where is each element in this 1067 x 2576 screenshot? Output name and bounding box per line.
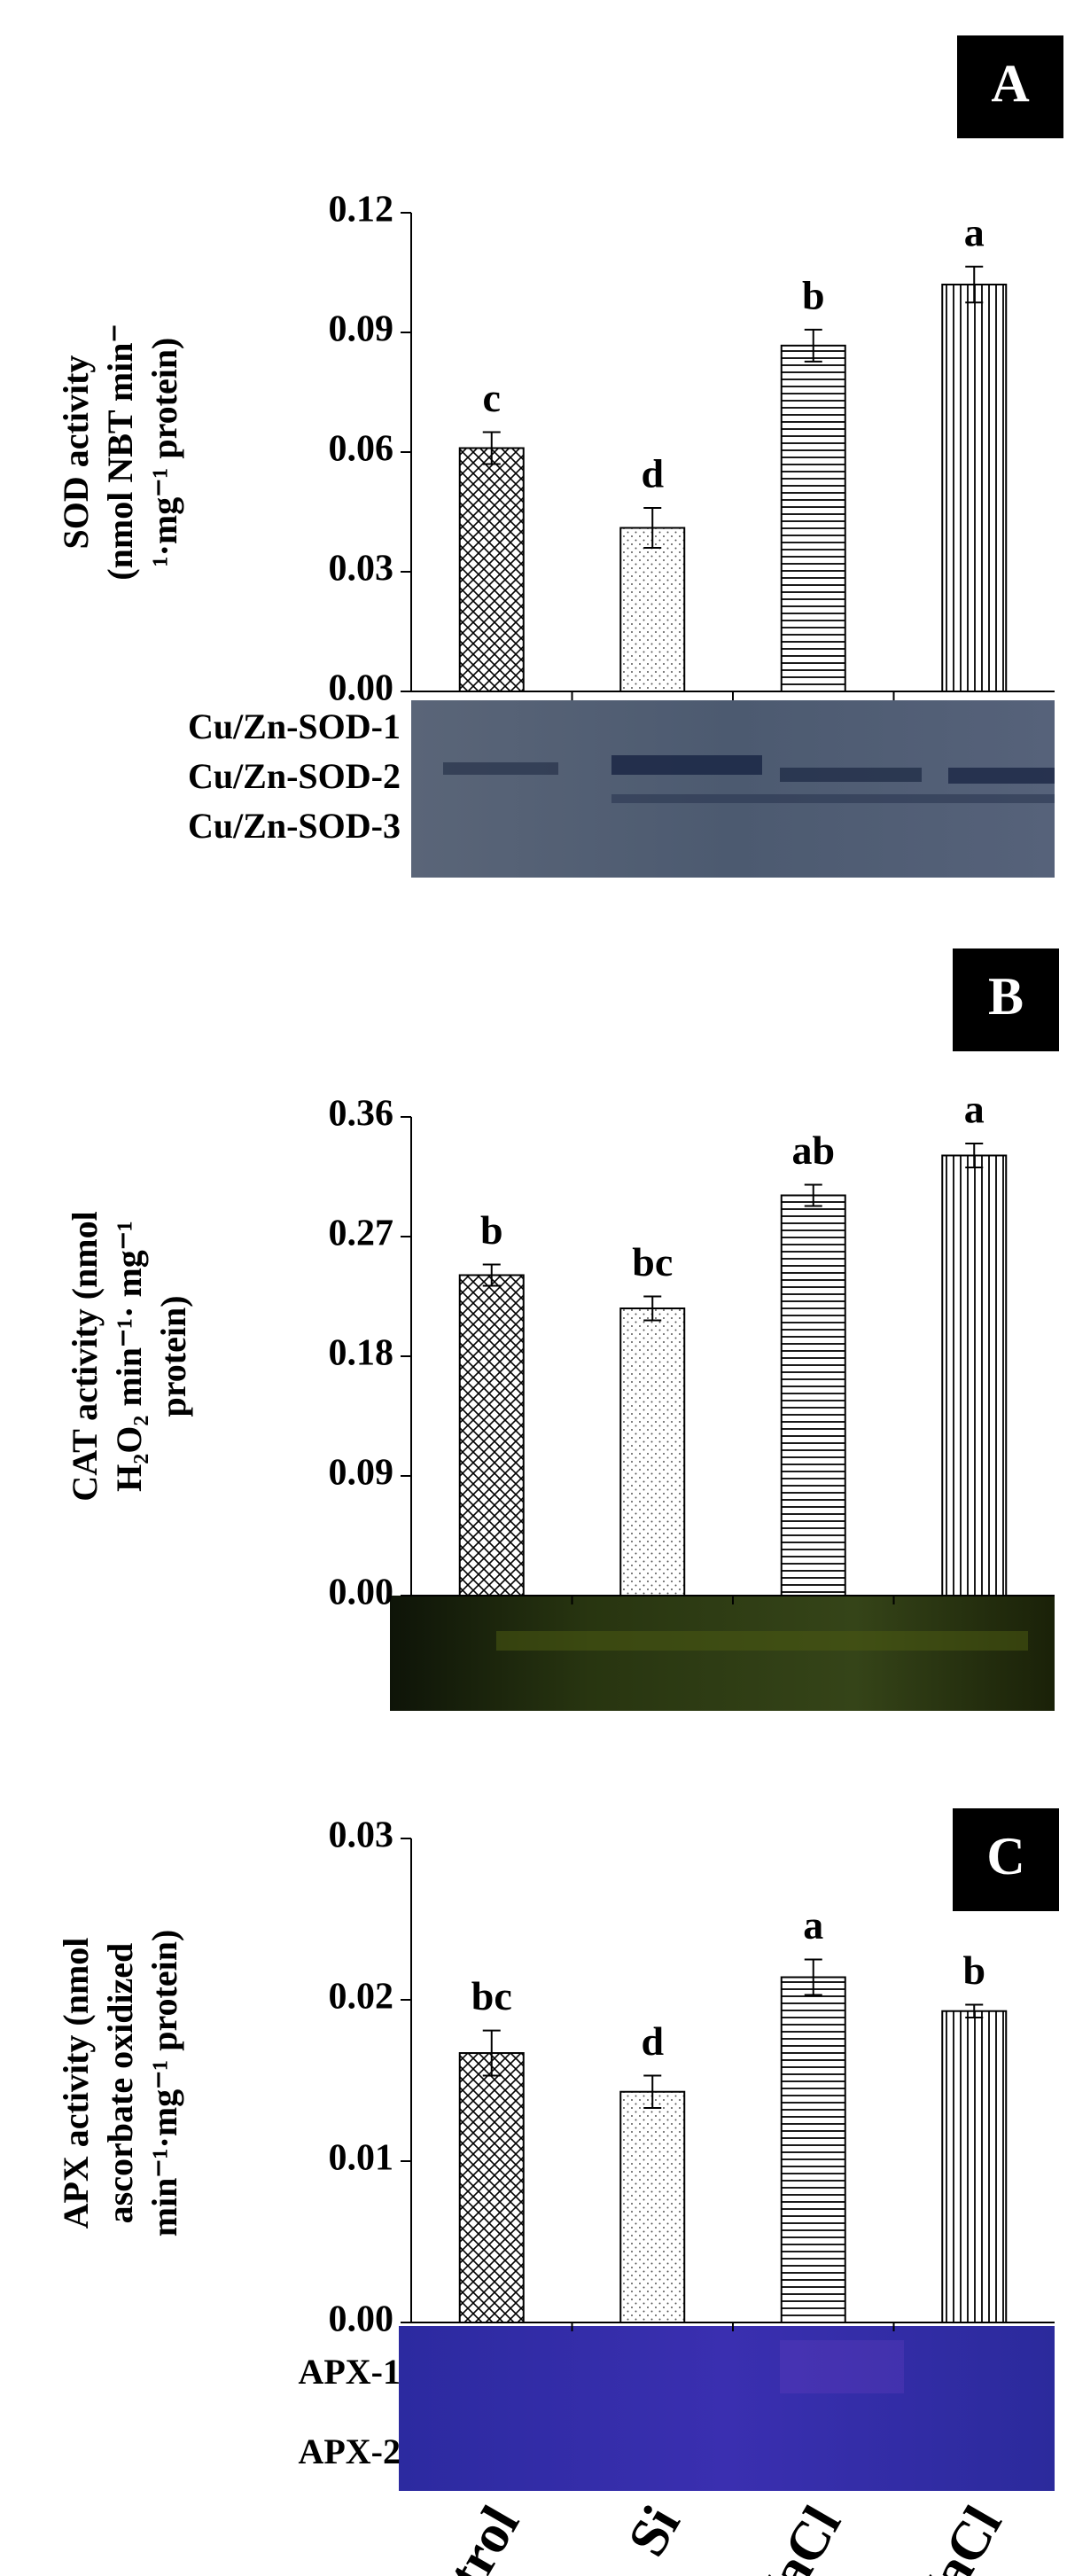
- significance-letter: ab: [791, 1128, 835, 1173]
- y-tick-label: 0.03: [329, 549, 394, 589]
- bar: [619, 2090, 686, 2323]
- panel-label: B: [988, 967, 1024, 1026]
- gel-band: [496, 1631, 1028, 1651]
- y-axis-title: SOD activity: [56, 355, 96, 550]
- panel-box: [953, 948, 1059, 1051]
- gel-image: [390, 1596, 1055, 1711]
- y-axis-title: min⁻¹·mg⁻¹ protein): [144, 1930, 184, 2237]
- significance-letter: a: [964, 209, 985, 254]
- bar: [458, 1274, 525, 1596]
- error-bar: [804, 1958, 822, 1996]
- y-axis-title: ascorbate oxidized: [100, 1943, 140, 2224]
- y-tick-label: 0.27: [329, 1214, 394, 1254]
- bar: [780, 1194, 846, 1596]
- y-tick-label: 0.12: [329, 190, 394, 230]
- y-axis-title: ¹·mg⁻¹ protein): [144, 338, 184, 567]
- y-tick-label: 0.00: [329, 1573, 394, 1613]
- bar: [619, 527, 686, 692]
- y-tick-label: 0.06: [329, 429, 394, 470]
- significance-letter: c: [483, 375, 501, 420]
- error-bar: [965, 265, 984, 304]
- gel-band: [611, 755, 762, 775]
- y-axis-title: APX activity (nmol: [56, 1938, 96, 2229]
- bar: [780, 344, 846, 692]
- y-tick-label: 0.00: [329, 2299, 394, 2340]
- gel-label: Cu/Zn-SOD-1: [188, 706, 401, 746]
- significance-letter: b: [480, 1207, 503, 1253]
- gel-band: [611, 794, 1055, 803]
- gel-label: APX-2: [298, 2432, 401, 2471]
- panel-box: [957, 35, 1063, 138]
- y-tick-label: 0.03: [329, 1815, 394, 1856]
- gel-image: [411, 700, 1055, 878]
- error-bar: [965, 1143, 984, 1168]
- gel-label: Cu/Zn-SOD-3: [188, 806, 401, 846]
- gel-band: [948, 768, 1055, 784]
- bar: [941, 2010, 1008, 2323]
- bar: [941, 1154, 1008, 1596]
- x-tick-label: Si+NaCl: [861, 2496, 1013, 2576]
- bar: [941, 284, 1008, 692]
- bar: [619, 1308, 686, 1596]
- error-bar: [643, 2074, 662, 2109]
- significance-letter: b: [962, 1948, 985, 1993]
- bar: [458, 2052, 525, 2324]
- y-axis-title: H₂O₂ min⁻¹· mg⁻¹: [109, 1221, 149, 1492]
- gel-band: [780, 2340, 904, 2393]
- gel-band: [780, 768, 922, 782]
- error-bar: [965, 2003, 984, 2019]
- error-bar: [482, 431, 501, 465]
- y-axis-title: protein): [153, 1295, 193, 1417]
- significance-letter: a: [964, 1087, 985, 1132]
- significance-letter: bc: [632, 1239, 673, 1284]
- y-tick-label: 0.09: [329, 309, 394, 350]
- x-tick-label: NaCl: [739, 2496, 853, 2576]
- gel-image: [399, 2326, 1055, 2491]
- significance-letter: b: [802, 272, 825, 317]
- y-tick-label: 0.02: [329, 1977, 394, 2018]
- error-bar: [643, 1295, 662, 1322]
- significance-letter: bc: [471, 1973, 512, 2018]
- panel-box: [953, 1808, 1059, 1911]
- gel-label: APX-1: [298, 2352, 401, 2392]
- error-bar: [482, 1263, 501, 1287]
- error-bar: [804, 1183, 822, 1207]
- error-bar: [804, 328, 822, 363]
- y-tick-label: 0.00: [329, 668, 394, 709]
- significance-letter: d: [641, 451, 664, 496]
- gel-label: Cu/Zn-SOD-2: [188, 756, 401, 796]
- panel-label: C: [986, 1827, 1024, 1885]
- x-tick-label: Control: [388, 2496, 532, 2576]
- significance-letter: a: [803, 1902, 823, 1948]
- y-tick-label: 0.09: [329, 1453, 394, 1494]
- bar: [780, 1976, 846, 2324]
- x-tick-label: Si: [617, 2496, 692, 2566]
- y-axis-title: (nmol NBT min⁻: [100, 324, 140, 580]
- y-tick-label: 0.36: [329, 1094, 394, 1135]
- panel-label: A: [991, 54, 1029, 113]
- error-bar: [643, 507, 662, 549]
- y-axis-title: CAT activity (nmol: [65, 1211, 105, 1501]
- significance-letter: d: [641, 2018, 664, 2064]
- y-tick-label: 0.01: [329, 2138, 394, 2179]
- error-bar: [482, 2029, 501, 2077]
- y-tick-label: 0.18: [329, 1333, 394, 1374]
- gel-band: [443, 762, 558, 775]
- bar: [458, 447, 525, 692]
